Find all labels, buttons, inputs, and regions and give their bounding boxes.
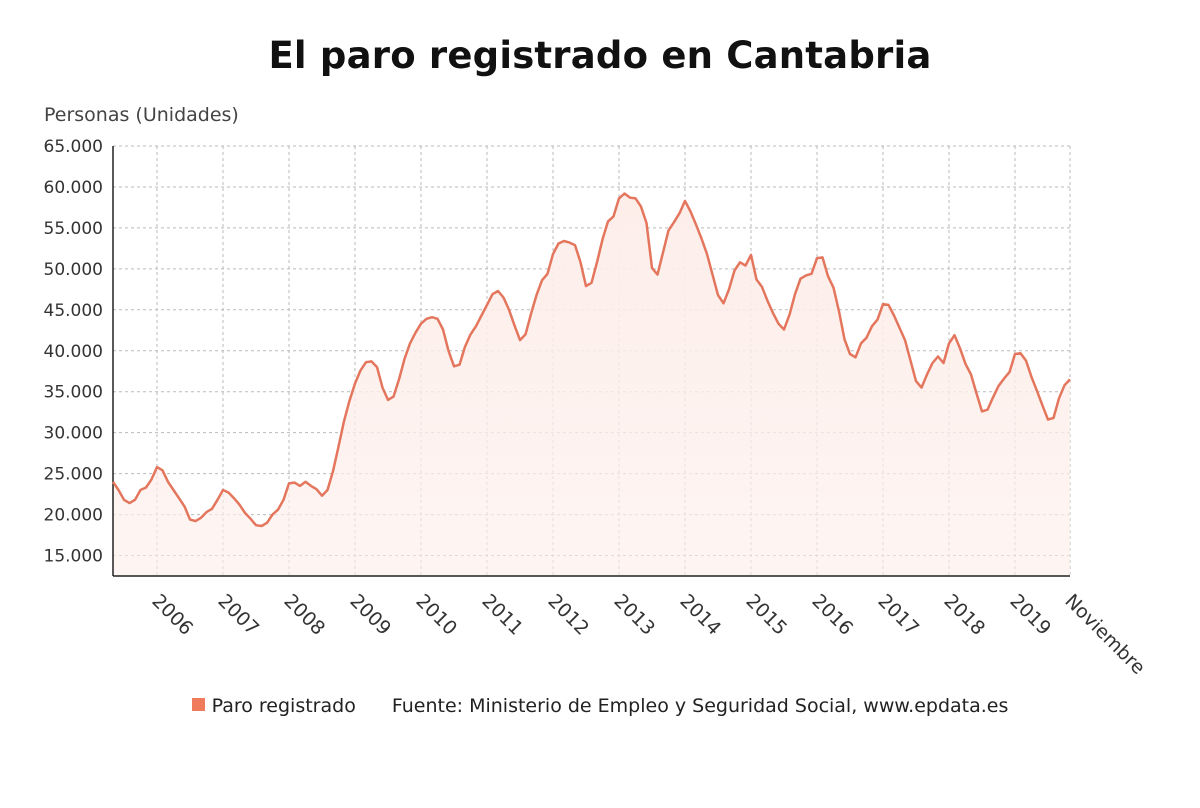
y-tick-label: 15.000 bbox=[44, 547, 103, 567]
x-tick-label: 2016 bbox=[807, 590, 857, 640]
x-tick-label: 2018 bbox=[939, 590, 989, 640]
x-tick-label: 2015 bbox=[741, 590, 791, 640]
y-tick-label: 60.000 bbox=[44, 178, 103, 198]
x-tick-label: 2017 bbox=[873, 590, 923, 640]
x-tick-label: 2011 bbox=[477, 590, 527, 640]
x-tick-labels: 2006 2007 2008 2009 2010 2011 2012 2013 2014 2015… bbox=[147, 590, 1149, 679]
legend-label: Paro registrado bbox=[211, 695, 356, 717]
y-tick-labels: 15.000 20.000 25.000 30.000 35.000 40.000 45.0… bbox=[44, 137, 103, 567]
series-area-fill bbox=[113, 193, 1070, 576]
legend-swatch bbox=[191, 698, 205, 711]
y-tick-label: 55.000 bbox=[44, 219, 103, 239]
chart-title: El paro registrado en Cantabria bbox=[268, 34, 932, 77]
y-tick-label: 45.000 bbox=[44, 301, 103, 321]
y-tick-label: 30.000 bbox=[44, 424, 103, 444]
y-tick-label: 50.000 bbox=[44, 260, 103, 280]
x-tick-label: 2013 bbox=[609, 590, 659, 640]
x-tick-label: 2019 bbox=[1005, 590, 1055, 640]
y-tick-label: 25.000 bbox=[44, 465, 103, 485]
y-tick-label: 40.000 bbox=[44, 342, 103, 362]
y-tick-label: 65.000 bbox=[44, 137, 103, 157]
x-tick-label: 2009 bbox=[345, 590, 395, 640]
chart-footer: Paro registrado Fuente: Ministerio de Emp… bbox=[0, 695, 1200, 717]
x-tick-label: 2008 bbox=[279, 590, 329, 640]
source-note: Fuente: Ministerio de Empleo y Seguridad… bbox=[391, 695, 1009, 717]
y-axis-label: Personas (Unidades) bbox=[44, 104, 239, 126]
x-tick-label: 2014 bbox=[675, 590, 725, 640]
x-tick-label: 2006 bbox=[147, 590, 197, 640]
y-tick-label: 35.000 bbox=[44, 383, 103, 403]
axes bbox=[112, 146, 1070, 577]
y-tick-label: 20.000 bbox=[44, 506, 103, 526]
series-line-paro-registrado bbox=[111, 192, 1071, 528]
x-tick-label: 2012 bbox=[543, 590, 593, 640]
x-tick-label: 2010 bbox=[411, 590, 461, 640]
x-tick-label: Noviembre bbox=[1060, 590, 1149, 679]
x-tick-label: 2007 bbox=[213, 590, 263, 640]
